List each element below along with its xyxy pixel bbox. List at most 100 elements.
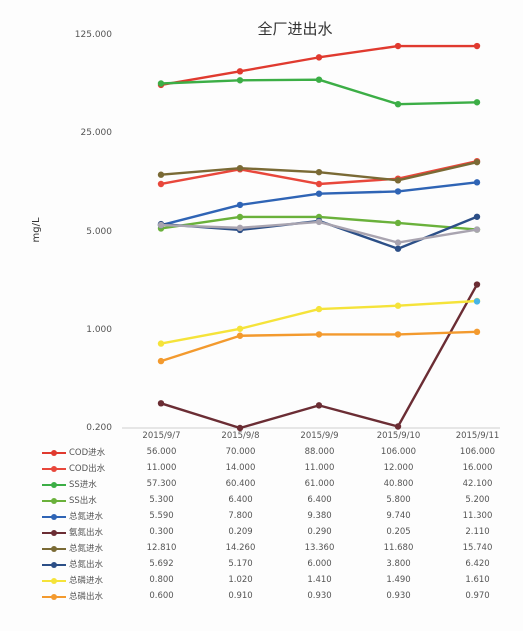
data-label: 0.800 bbox=[149, 575, 174, 585]
y-tick-label: 1.000 bbox=[86, 325, 112, 335]
data-label: 5.170 bbox=[228, 559, 253, 569]
legend-label: 总氮出水 bbox=[69, 560, 104, 570]
data-label: 14.260 bbox=[225, 543, 256, 553]
data-label: 70.000 bbox=[225, 447, 256, 457]
legend-entry: 总氮出水 bbox=[42, 556, 122, 572]
data-point bbox=[394, 331, 402, 338]
legend-entry: 总氮进水 bbox=[42, 540, 122, 556]
data-point bbox=[315, 180, 323, 188]
data-label: 5.590 bbox=[149, 511, 174, 521]
data-table-row: 总氮出水 5.692 5.170 6.000 3.800 6.420 bbox=[42, 556, 517, 572]
data-label: 6.400 bbox=[307, 495, 332, 505]
data-label: 6.000 bbox=[307, 559, 332, 569]
data-label: 61.000 bbox=[304, 479, 335, 489]
data-label: 11.680 bbox=[383, 543, 414, 553]
legend-swatch-icon bbox=[42, 593, 66, 600]
data-label: 88.000 bbox=[304, 447, 335, 457]
data-point bbox=[473, 226, 481, 233]
data-point bbox=[394, 302, 402, 309]
data-table-row: COD进水 56.000 70.000 88.000 106.000 106.000 bbox=[42, 444, 517, 460]
data-point bbox=[394, 219, 402, 227]
data-label: 2.110 bbox=[465, 527, 490, 537]
legend-label: COD进水 bbox=[69, 448, 106, 458]
legend-entry: 总磷出水 bbox=[42, 588, 122, 604]
data-point bbox=[473, 99, 481, 106]
data-point bbox=[236, 68, 244, 75]
data-point bbox=[236, 213, 244, 221]
data-point bbox=[236, 201, 244, 209]
data-table-row: 总磷进水 0.800 1.020 1.410 1.490 1.610 bbox=[42, 572, 517, 588]
legend-entry: SS出水 bbox=[42, 492, 122, 508]
data-point bbox=[236, 332, 244, 339]
data-point bbox=[236, 325, 244, 332]
data-point bbox=[157, 340, 165, 347]
data-label: 6.400 bbox=[228, 495, 253, 505]
data-label: 5.300 bbox=[149, 495, 174, 505]
data-label: 0.600 bbox=[149, 591, 174, 601]
data-table-row: COD出水 11.000 14.000 11.000 12.000 16.000 bbox=[42, 460, 517, 476]
data-label: 1.490 bbox=[386, 575, 411, 585]
data-label: 16.000 bbox=[462, 463, 493, 473]
data-point bbox=[473, 179, 481, 186]
chart-title: 全厂进出水 bbox=[257, 20, 333, 38]
data-label: 13.360 bbox=[304, 543, 335, 553]
data-label: 11.000 bbox=[146, 463, 177, 473]
data-table-header-row: 2015/9/7 2015/9/8 2015/9/9 2015/9/10 201… bbox=[42, 428, 517, 444]
data-label: 11.300 bbox=[462, 511, 493, 521]
legend-swatch-icon bbox=[42, 465, 66, 472]
data-point bbox=[236, 164, 244, 172]
data-label: 12.810 bbox=[146, 543, 177, 553]
data-point bbox=[157, 221, 165, 229]
legend-entry: SS进水 bbox=[42, 476, 122, 492]
legend-swatch-icon bbox=[42, 529, 66, 536]
data-point bbox=[315, 331, 323, 338]
chart-data-table: 2015/9/7 2015/9/8 2015/9/9 2015/9/10 201… bbox=[42, 428, 517, 604]
data-label: 42.100 bbox=[462, 479, 493, 489]
data-label: 106.000 bbox=[459, 447, 496, 457]
data-label: 0.930 bbox=[386, 591, 411, 601]
data-label: 0.910 bbox=[228, 591, 253, 601]
data-point bbox=[394, 245, 402, 252]
legend-label: SS进水 bbox=[69, 480, 97, 490]
legend-entry: 总氮进水 bbox=[42, 508, 122, 524]
y-axis-label: mg/L bbox=[31, 217, 42, 243]
legend-entry: 总磷进水 bbox=[42, 572, 122, 588]
legend-swatch-icon bbox=[42, 577, 66, 584]
data-label: 5.800 bbox=[386, 495, 411, 505]
data-label: 11.000 bbox=[304, 463, 335, 473]
data-label: 0.209 bbox=[228, 527, 253, 537]
data-label: 1.610 bbox=[465, 575, 490, 585]
data-label: 5.692 bbox=[149, 559, 174, 569]
data-point bbox=[236, 224, 244, 232]
data-table-row: 总磷出水 0.600 0.910 0.930 0.930 0.970 bbox=[42, 588, 517, 604]
data-label: 14.000 bbox=[225, 463, 256, 473]
data-table-row: 总氮进水 12.810 14.260 13.360 11.680 15.740 bbox=[42, 540, 517, 556]
data-point bbox=[473, 158, 481, 166]
data-label: 7.800 bbox=[228, 511, 253, 521]
data-point bbox=[157, 180, 165, 188]
legend-label: 总氮进水 bbox=[69, 512, 104, 522]
data-point bbox=[394, 100, 402, 108]
data-point bbox=[315, 190, 323, 197]
data-table-row: SS进水 57.300 60.400 61.000 40.800 42.100 bbox=[42, 476, 517, 492]
legend-label: SS出水 bbox=[69, 496, 97, 506]
data-table-body: COD进水 56.000 70.000 88.000 106.000 106.000 COD… bbox=[42, 444, 517, 604]
data-point bbox=[157, 400, 165, 407]
legend-label: 氨氮出水 bbox=[69, 528, 104, 538]
data-point bbox=[394, 177, 402, 184]
data-label: 40.800 bbox=[383, 479, 414, 489]
data-table-row: 总氮进水 5.590 7.800 9.380 9.740 11.300 bbox=[42, 508, 517, 524]
y-tick-label: 125.000 bbox=[74, 30, 112, 40]
legend-swatch-icon bbox=[42, 449, 66, 456]
legend-swatch-icon bbox=[42, 561, 66, 568]
data-label: 106.000 bbox=[380, 447, 417, 457]
x-tick-label: 2015/9/10 bbox=[376, 431, 421, 441]
data-point bbox=[157, 171, 165, 178]
data-point bbox=[394, 423, 402, 430]
x-tick-label: 2015/9/7 bbox=[142, 431, 181, 441]
data-label: 56.000 bbox=[146, 447, 177, 457]
data-point bbox=[473, 298, 481, 305]
legend-swatch-icon bbox=[42, 481, 66, 488]
data-point bbox=[157, 80, 165, 87]
